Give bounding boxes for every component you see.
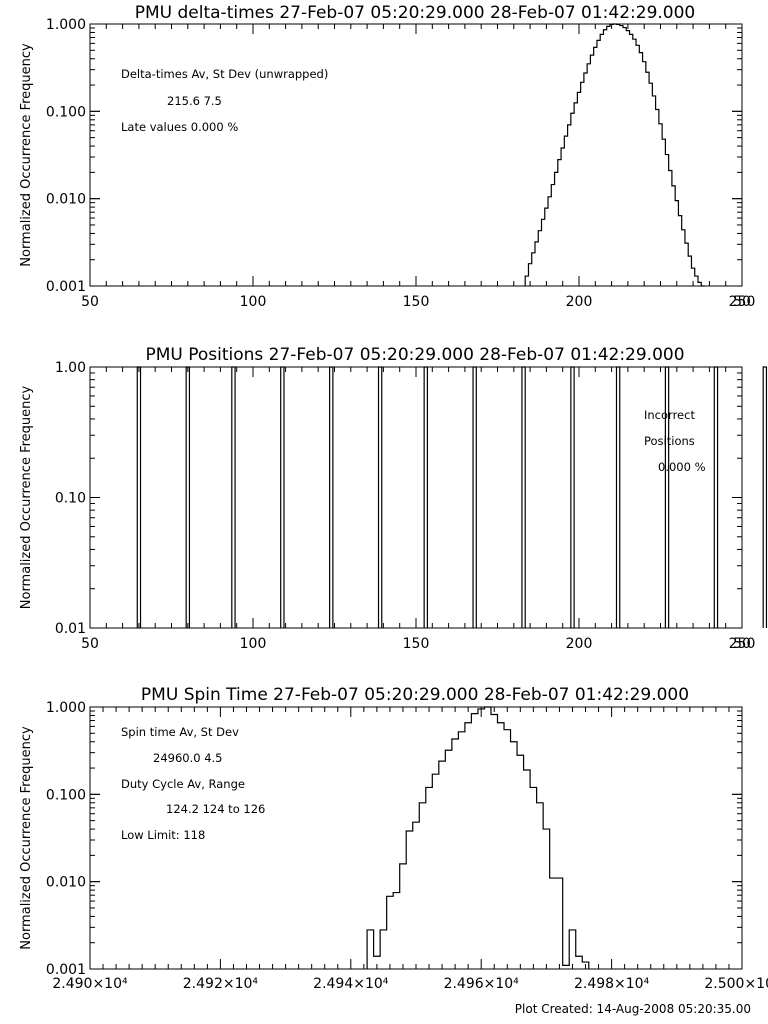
plot-frame xyxy=(89,23,743,287)
histogram-bar xyxy=(472,366,477,628)
annotation-text: 215.6 7.5 xyxy=(167,94,222,108)
y-tick-label: 0.100 xyxy=(46,104,86,120)
plot-frame xyxy=(89,366,743,629)
x-tick-label: 100 xyxy=(240,636,267,652)
y-tick-label: 0.010 xyxy=(46,192,86,208)
histogram-bar xyxy=(329,366,334,628)
chart-panel-3: PMU Spin Time 27-Feb-07 05:20:29.000 28-… xyxy=(19,685,768,992)
x-tick-label: 2.494×10⁴ xyxy=(313,976,389,992)
y-tick-label: 0.100 xyxy=(46,787,86,803)
y-tick-label: 0.001 xyxy=(46,279,86,295)
x-tick-label: 150 xyxy=(403,636,430,652)
x-tick-label: 2.500×10⁴ xyxy=(704,976,768,992)
x-tick-label: 150 xyxy=(403,294,430,310)
histogram-bar xyxy=(713,366,719,628)
annotation-text: Delta-times Av, St Dev (unwrapped) xyxy=(121,67,328,81)
plot-created-footer: Plot Created: 14-Aug-2008 05:20:35.00 xyxy=(515,1002,751,1016)
annotation-text: Incorrect xyxy=(644,408,695,422)
x-tick-label: 100 xyxy=(240,294,267,310)
x-tick-label: 2.496×10⁴ xyxy=(444,976,520,992)
annotation-text: 124.2 124 to 126 xyxy=(166,802,265,816)
x-tick-label: 50 xyxy=(81,636,99,652)
x-tick-label: 250 xyxy=(729,294,756,310)
y-tick-label: 0.001 xyxy=(46,962,86,978)
histogram-bar xyxy=(136,366,142,628)
y-axis-label: Normalized Occurrence Frequency xyxy=(19,385,34,609)
annotation-text: Spin time Av, St Dev xyxy=(121,725,239,739)
y-axis-label: Normalized Occurrence Frequency xyxy=(19,43,34,267)
histogram-line xyxy=(524,23,705,287)
histogram-bar xyxy=(423,366,429,628)
annotation-text: Positions xyxy=(644,434,695,448)
x-tick-label: 50 xyxy=(733,636,751,652)
histogram-bar xyxy=(377,366,383,628)
annotation-text: Late values 0.000 % xyxy=(121,120,238,134)
chart-panel-1: PMU delta-times 27-Feb-07 05:20:29.000 2… xyxy=(19,3,755,310)
chart-title: PMU Spin Time 27-Feb-07 05:20:29.000 28-… xyxy=(141,685,689,705)
chart-title: PMU delta-times 27-Feb-07 05:20:29.000 2… xyxy=(135,3,696,23)
x-tick-label: 250 xyxy=(729,636,756,652)
histogram-bar xyxy=(280,366,285,628)
y-tick-label: 0.10 xyxy=(55,491,86,507)
y-tick-label: 1.00 xyxy=(55,360,86,376)
x-tick-label: 50 xyxy=(733,294,751,310)
histogram-bar xyxy=(570,366,575,628)
histogram-bar xyxy=(615,366,621,628)
x-tick-label: 200 xyxy=(566,294,593,310)
histogram-bar xyxy=(521,366,526,628)
x-tick-label: 2.498×10⁴ xyxy=(574,976,650,992)
x-tick-label: 2.492×10⁴ xyxy=(183,976,259,992)
histogram-bar xyxy=(185,366,191,628)
x-tick-label: 200 xyxy=(566,636,593,652)
annotation-text: Low Limit: 118 xyxy=(121,828,205,842)
y-axis-label: Normalized Occurrence Frequency xyxy=(19,726,34,950)
annotation-text: 24960.0 4.5 xyxy=(153,751,223,765)
y-tick-label: 1.000 xyxy=(46,700,86,716)
histogram-bar xyxy=(231,366,236,628)
y-tick-label: 0.01 xyxy=(55,621,86,637)
histogram-line xyxy=(366,706,590,969)
y-tick-label: 0.010 xyxy=(46,875,86,891)
annotation-text: 0.000 % xyxy=(658,460,706,474)
chart-panel-2: PMU Positions 27-Feb-07 05:20:29.000 28-… xyxy=(19,345,768,652)
histogram-bar xyxy=(762,366,768,628)
x-tick-label: 2.490×10⁴ xyxy=(52,976,128,992)
histogram-bar xyxy=(664,366,670,628)
annotation-text: Duty Cycle Av, Range xyxy=(121,777,245,791)
chart-title: PMU Positions 27-Feb-07 05:20:29.000 28-… xyxy=(145,345,684,365)
y-tick-label: 1.000 xyxy=(46,17,86,33)
x-tick-label: 50 xyxy=(81,294,99,310)
